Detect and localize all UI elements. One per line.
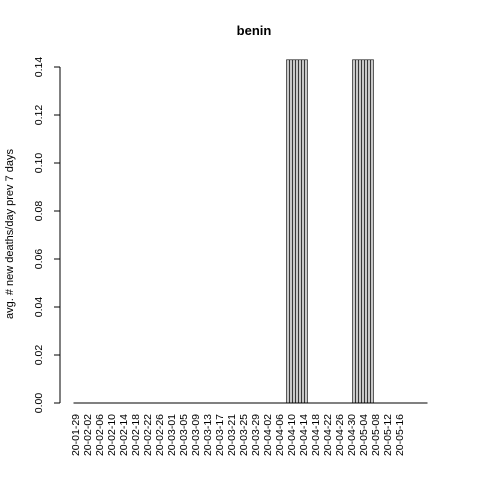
x-tick-label: 20-01-29 (70, 414, 82, 456)
bar (295, 59, 299, 404)
y-tick-label: 0.14 (33, 57, 45, 78)
x-tick-label: 20-05-16 (394, 414, 406, 456)
x-tick-label: 20-02-06 (94, 414, 106, 456)
bar (358, 59, 362, 404)
chart-title: benin (237, 23, 272, 38)
x-tick-label: 20-04-10 (286, 414, 298, 456)
y-axis-label: avg. # new deaths/day prev 7 days (4, 149, 16, 319)
x-tick-label: 20-02-22 (142, 414, 154, 456)
x-tick-label: 20-04-18 (310, 414, 322, 456)
x-tick-label: 20-03-09 (190, 414, 202, 456)
x-tick-label: 20-03-29 (250, 414, 262, 456)
x-tick-label: 20-04-22 (322, 414, 334, 456)
x-tick-label: 20-03-01 (166, 414, 178, 456)
y-tick-label: 0.00 (33, 393, 45, 414)
y-axis: 0.00 0.02 0.04 0.06 0.08 0.10 0.12 0.14 (33, 57, 61, 414)
x-tick-label: 20-02-10 (106, 414, 118, 456)
x-tick-label: 20-04-02 (262, 414, 274, 456)
x-tick-label: 20-04-30 (346, 414, 358, 456)
bar (370, 59, 374, 404)
bars-group (286, 59, 374, 404)
y-tick-label: 0.02 (33, 345, 45, 366)
x-tick-label: 20-05-04 (358, 414, 370, 456)
x-tick-label: 20-04-06 (274, 414, 286, 456)
x-tick-label: 20-03-13 (202, 414, 214, 456)
bar (301, 59, 305, 404)
bar (289, 59, 293, 404)
x-tick-label: 20-02-02 (82, 414, 94, 456)
y-tick-label: 0.10 (33, 153, 45, 174)
bar (364, 59, 368, 404)
x-tick-label: 20-02-26 (154, 414, 166, 456)
x-tick-label: 20-03-21 (226, 414, 238, 456)
bar (352, 59, 356, 404)
x-tick-label: 20-03-05 (178, 414, 190, 456)
x-axis: 20-01-29 20-02-02 20-02-06 20-02-10 20-02-14… (70, 402, 428, 456)
bar (304, 59, 308, 404)
bar (355, 59, 359, 404)
bar (298, 59, 302, 404)
bar (286, 59, 290, 404)
bar (367, 59, 371, 404)
y-tick-label: 0.12 (33, 105, 45, 126)
x-tick-label: 20-05-08 (370, 414, 382, 456)
y-tick-label: 0.06 (33, 249, 45, 270)
bar (361, 59, 365, 404)
x-tick-label: 20-04-26 (334, 414, 346, 456)
x-tick-label: 20-02-14 (118, 414, 130, 456)
x-tick-label: 20-04-14 (298, 414, 310, 456)
x-tick-label: 20-03-25 (238, 414, 250, 456)
y-tick-label: 0.08 (33, 201, 45, 222)
x-tick-label: 20-02-18 (130, 414, 142, 456)
y-tick-label: 0.04 (33, 297, 45, 318)
x-tick-label: 20-03-17 (214, 414, 226, 456)
x-tick-label: 20-05-12 (382, 414, 394, 456)
bar (292, 59, 296, 404)
